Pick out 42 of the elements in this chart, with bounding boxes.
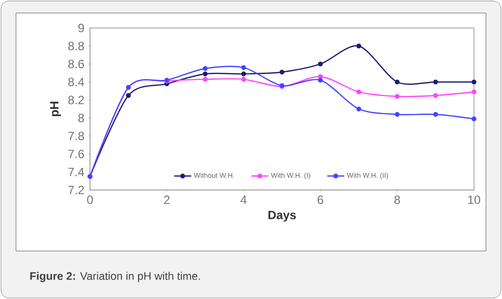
point xyxy=(394,94,400,99)
point xyxy=(241,65,246,70)
point xyxy=(241,76,246,82)
point xyxy=(433,112,438,117)
y-tick-label: 7.2 xyxy=(68,186,84,194)
x-tick-label: 0 xyxy=(87,196,93,204)
point xyxy=(433,93,438,98)
point xyxy=(472,80,476,84)
point xyxy=(202,71,208,76)
point xyxy=(241,71,246,76)
y-tick-label: 7.8 xyxy=(68,132,84,140)
y-tick-label: 8.4 xyxy=(68,78,84,86)
point xyxy=(318,74,323,79)
y-tick-label: 9 xyxy=(78,24,84,32)
x-tick-label: 2 xyxy=(164,196,170,204)
point xyxy=(318,78,323,83)
point xyxy=(472,116,476,122)
y-tick-label: 8.2 xyxy=(68,96,84,104)
point xyxy=(394,112,400,117)
x-axis-title: Days xyxy=(268,210,296,222)
point xyxy=(202,66,208,71)
point xyxy=(280,70,284,74)
point xyxy=(394,80,400,84)
y-tick-label: 7.4 xyxy=(68,168,84,176)
point xyxy=(472,89,476,94)
y-tick-label: 8.8 xyxy=(68,42,84,50)
point xyxy=(202,76,208,82)
x-tick-label: 10 xyxy=(468,196,480,204)
y-tick-label: 8.6 xyxy=(68,60,84,68)
point xyxy=(126,93,131,98)
x-tick-label: 8 xyxy=(394,196,400,204)
x-tick-label: 6 xyxy=(318,196,324,204)
text: Figure 2: Variation in pH with time. xyxy=(30,272,200,282)
y-axis-title: pH xyxy=(50,102,61,116)
x-tick-label: 4 xyxy=(240,196,247,204)
point xyxy=(356,106,362,112)
y-tick-label: 8 xyxy=(78,114,84,122)
point xyxy=(356,44,362,48)
point xyxy=(433,80,438,84)
point xyxy=(318,62,323,66)
y-tick-label: 7.6 xyxy=(68,150,84,158)
point xyxy=(356,89,362,94)
